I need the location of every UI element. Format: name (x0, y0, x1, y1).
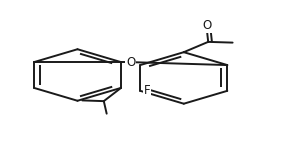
Text: O: O (202, 19, 211, 32)
Text: F: F (144, 84, 151, 97)
Text: O: O (126, 56, 135, 69)
